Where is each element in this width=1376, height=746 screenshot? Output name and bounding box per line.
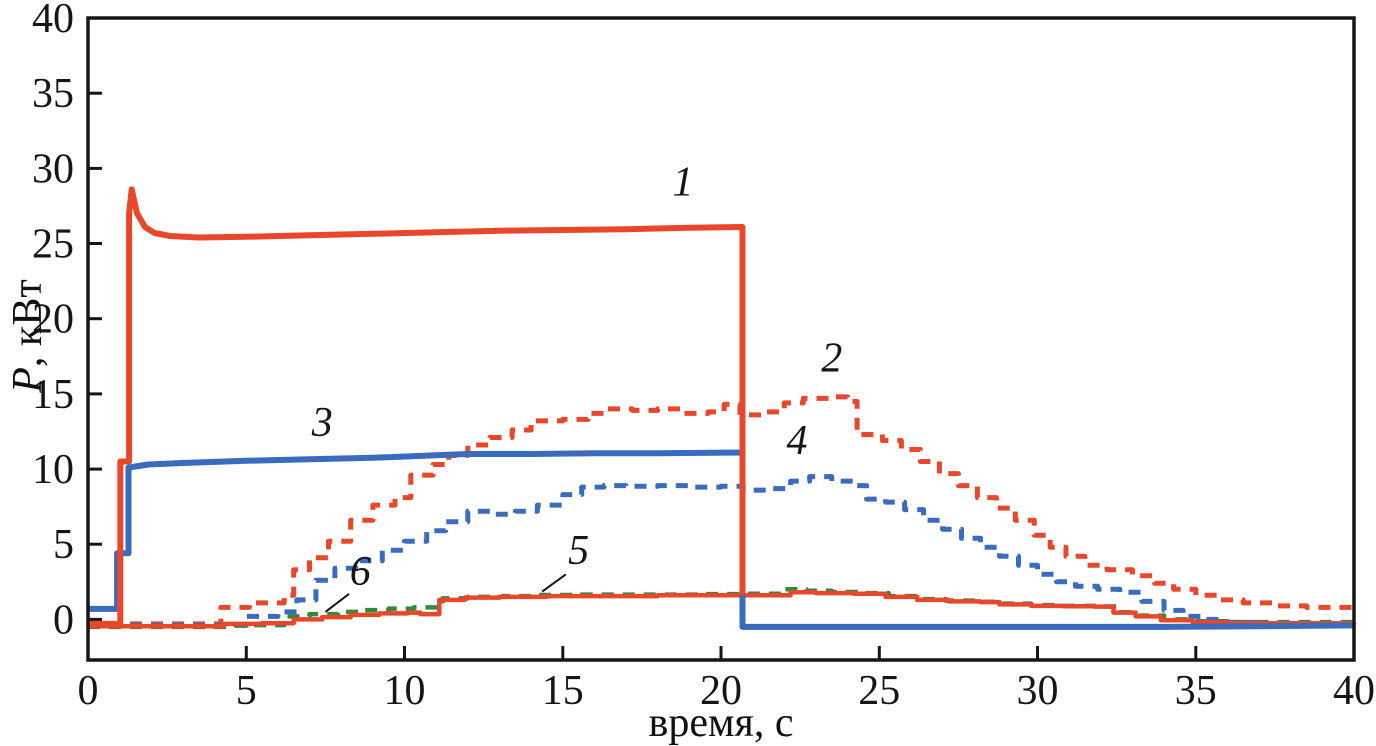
curve-label-1: 1 — [673, 159, 694, 205]
curve-4-blue-dashed — [88, 474, 1354, 628]
x-tick-label: 15 — [542, 668, 584, 714]
y-axis-title: P, кВт — [4, 186, 52, 486]
curve-3-blue-solid — [88, 449, 1355, 630]
x-tick-label: 30 — [1017, 668, 1059, 714]
annotation-leader — [324, 593, 350, 613]
x-tick-label: 35 — [1175, 668, 1217, 714]
x-axis-title: время, с — [648, 700, 794, 746]
curve-label-5: 5 — [568, 528, 589, 574]
y-axis-title-symbol: P — [5, 367, 51, 393]
annotation-leader — [541, 573, 567, 593]
y-tick-label: 15 — [32, 372, 74, 418]
y-tick-label: 0 — [53, 597, 74, 643]
x-tick-label: 0 — [78, 668, 99, 714]
x-tick-label: 5 — [236, 668, 257, 714]
y-axis-title-unit: , кВт — [5, 279, 51, 368]
x-tick-label: 40 — [1333, 668, 1375, 714]
x-tick-label: 10 — [384, 668, 426, 714]
plot-frame — [86, 16, 1356, 662]
x-tick-label: 20 — [700, 668, 742, 714]
curve-1-red-solid — [88, 186, 746, 627]
y-tick-label: 10 — [32, 447, 74, 493]
x-tick-label: 25 — [858, 668, 900, 714]
y-tick-label: 20 — [32, 297, 74, 343]
y-tick-label: 5 — [53, 522, 74, 568]
curve-label-4: 4 — [787, 418, 808, 464]
y-tick-label: 25 — [32, 222, 74, 268]
curve-2-red-dashed — [88, 394, 1354, 627]
y-tick-label: 30 — [32, 146, 74, 192]
y-tick-label: 40 — [32, 0, 74, 42]
curve-label-6: 6 — [350, 549, 371, 595]
curve-label-2: 2 — [821, 335, 842, 381]
curve-label-3: 3 — [311, 400, 333, 446]
y-tick-label: 35 — [32, 71, 74, 117]
curve-5-red-solid-low — [88, 590, 1357, 629]
